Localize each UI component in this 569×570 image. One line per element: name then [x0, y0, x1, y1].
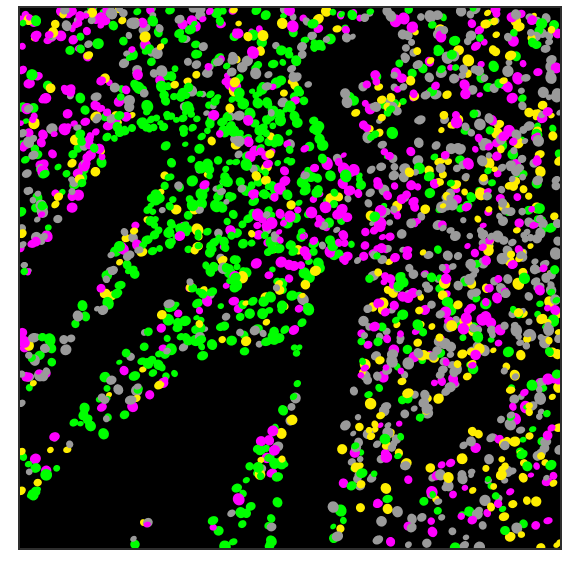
cell-map-frame — [18, 6, 562, 550]
cell-map — [20, 8, 560, 548]
